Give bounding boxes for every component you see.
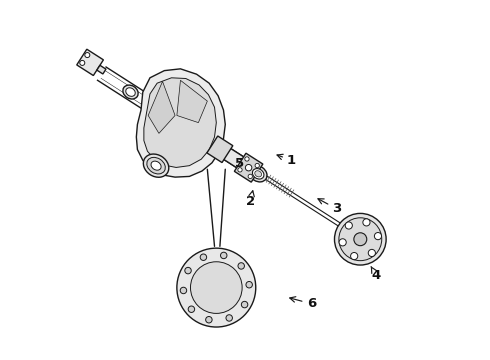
Text: 5: 5	[235, 157, 244, 170]
Ellipse shape	[126, 88, 135, 96]
Polygon shape	[210, 140, 258, 177]
Circle shape	[339, 239, 346, 246]
Circle shape	[255, 163, 259, 168]
Text: 1: 1	[287, 154, 296, 167]
Circle shape	[220, 252, 227, 259]
Circle shape	[180, 287, 187, 294]
Polygon shape	[177, 80, 207, 123]
Text: 4: 4	[371, 269, 381, 282]
Text: 2: 2	[246, 195, 255, 208]
Circle shape	[350, 252, 358, 260]
Circle shape	[185, 267, 191, 274]
Text: 3: 3	[332, 202, 341, 215]
Circle shape	[238, 263, 245, 269]
Ellipse shape	[144, 154, 169, 177]
Polygon shape	[207, 136, 233, 163]
Circle shape	[85, 53, 90, 58]
Circle shape	[339, 218, 382, 261]
Polygon shape	[97, 65, 106, 74]
Circle shape	[242, 301, 248, 308]
Circle shape	[206, 316, 212, 323]
Ellipse shape	[249, 166, 267, 182]
Circle shape	[345, 222, 352, 229]
Circle shape	[363, 219, 370, 226]
Ellipse shape	[123, 85, 138, 99]
Ellipse shape	[255, 171, 262, 177]
Circle shape	[374, 233, 382, 240]
Polygon shape	[136, 69, 225, 177]
Circle shape	[200, 254, 207, 260]
Circle shape	[177, 248, 256, 327]
Circle shape	[238, 168, 242, 172]
Ellipse shape	[252, 168, 264, 179]
Polygon shape	[144, 78, 216, 167]
Polygon shape	[148, 81, 175, 134]
Text: 6: 6	[307, 297, 316, 310]
Ellipse shape	[147, 157, 165, 174]
Polygon shape	[234, 153, 263, 182]
Circle shape	[191, 262, 242, 314]
Circle shape	[80, 60, 85, 66]
Circle shape	[335, 213, 386, 265]
Circle shape	[354, 233, 367, 246]
Ellipse shape	[151, 161, 161, 170]
Polygon shape	[77, 49, 103, 76]
Circle shape	[245, 157, 249, 161]
Circle shape	[368, 249, 375, 257]
Circle shape	[226, 315, 232, 321]
Circle shape	[248, 174, 252, 179]
Circle shape	[245, 165, 252, 171]
Circle shape	[188, 306, 195, 312]
Circle shape	[246, 282, 252, 288]
